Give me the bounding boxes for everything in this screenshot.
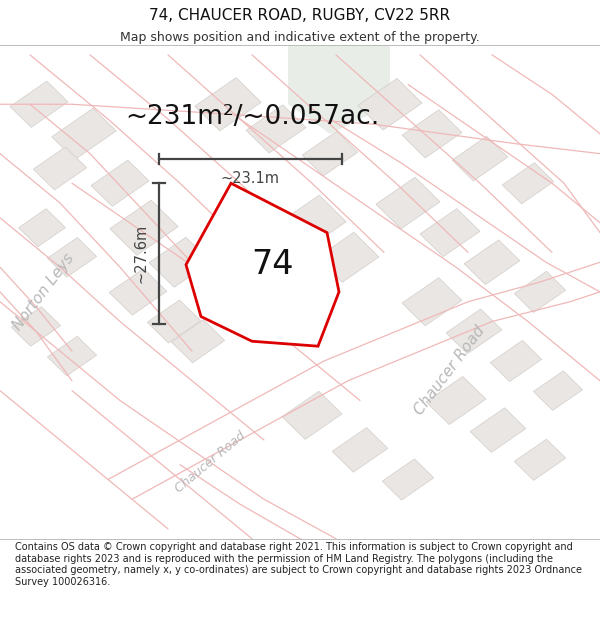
- Text: ~23.1m: ~23.1m: [221, 171, 280, 186]
- Polygon shape: [195, 78, 261, 131]
- Polygon shape: [382, 459, 434, 500]
- Polygon shape: [246, 105, 306, 153]
- Polygon shape: [533, 371, 583, 411]
- Polygon shape: [91, 160, 149, 206]
- Polygon shape: [420, 209, 480, 257]
- Polygon shape: [446, 309, 502, 354]
- Polygon shape: [10, 81, 68, 127]
- Text: Chaucer Road: Chaucer Road: [172, 429, 248, 496]
- Polygon shape: [464, 240, 520, 284]
- Polygon shape: [47, 238, 97, 277]
- Polygon shape: [278, 195, 346, 250]
- Polygon shape: [402, 110, 462, 158]
- Text: 74, CHAUCER ROAD, RUGBY, CV22 5RR: 74, CHAUCER ROAD, RUGBY, CV22 5RR: [149, 8, 451, 23]
- Polygon shape: [47, 336, 97, 376]
- Polygon shape: [332, 428, 388, 472]
- Polygon shape: [110, 200, 178, 255]
- Polygon shape: [426, 376, 486, 424]
- Text: Map shows position and indicative extent of the property.: Map shows position and indicative extent…: [120, 31, 480, 44]
- Polygon shape: [302, 131, 358, 176]
- Polygon shape: [452, 136, 508, 181]
- Polygon shape: [239, 267, 289, 307]
- Polygon shape: [490, 341, 542, 382]
- Text: 74: 74: [252, 248, 294, 281]
- Polygon shape: [34, 147, 86, 190]
- Text: Norton Leys: Norton Leys: [10, 251, 77, 333]
- Polygon shape: [149, 238, 211, 288]
- Polygon shape: [317, 232, 379, 282]
- Polygon shape: [202, 231, 254, 274]
- Polygon shape: [271, 259, 329, 305]
- Polygon shape: [172, 320, 224, 362]
- Polygon shape: [186, 183, 339, 346]
- Polygon shape: [288, 45, 390, 134]
- Polygon shape: [52, 108, 116, 159]
- Polygon shape: [470, 408, 526, 452]
- Polygon shape: [514, 439, 566, 481]
- Polygon shape: [514, 271, 566, 312]
- Text: Chaucer Road: Chaucer Road: [412, 324, 488, 418]
- Polygon shape: [358, 79, 422, 130]
- Text: Contains OS data © Crown copyright and database right 2021. This information is : Contains OS data © Crown copyright and d…: [15, 542, 582, 587]
- Polygon shape: [109, 269, 167, 315]
- Polygon shape: [11, 307, 61, 346]
- Polygon shape: [282, 391, 342, 439]
- Text: ~27.6m: ~27.6m: [133, 224, 148, 283]
- Polygon shape: [376, 177, 440, 229]
- Polygon shape: [19, 209, 65, 247]
- Text: ~231m²/~0.057ac.: ~231m²/~0.057ac.: [125, 104, 379, 129]
- Polygon shape: [402, 278, 462, 326]
- Polygon shape: [148, 300, 200, 343]
- Polygon shape: [502, 162, 554, 204]
